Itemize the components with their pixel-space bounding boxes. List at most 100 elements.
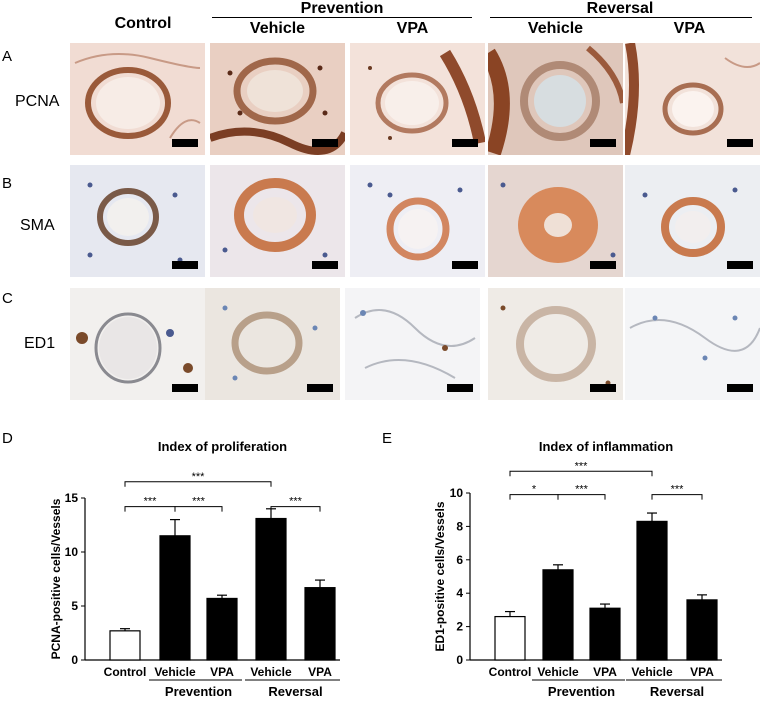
y-tick-label: 8 bbox=[456, 519, 463, 533]
significance-bracket-label: *** bbox=[289, 496, 303, 508]
y-axis-label: PCNA-positive cells/Vessels bbox=[49, 498, 63, 659]
panel-label-d: D bbox=[2, 430, 13, 447]
significance-bracket-label: *** bbox=[144, 496, 158, 508]
significance-bracket bbox=[651, 494, 703, 500]
column-header-vehicle-prevention: Vehicle bbox=[249, 20, 306, 37]
significance-bracket-label: *** bbox=[192, 471, 206, 483]
scale-bar bbox=[312, 261, 338, 269]
micrograph-pcna-vehicle-reversal bbox=[488, 43, 623, 155]
significance-bracket-label: *** bbox=[671, 484, 685, 496]
bar bbox=[636, 520, 668, 661]
column-header-control: Control bbox=[114, 15, 172, 32]
group-label: Prevention bbox=[548, 684, 615, 699]
y-tick-label: 4 bbox=[456, 586, 463, 600]
micrograph-ed1-vpa-reversal-image bbox=[629, 315, 760, 361]
micrograph-pcna-vpa-reversal-image bbox=[625, 43, 760, 155]
micrograph-pcna-control bbox=[70, 43, 205, 155]
micrograph-ed1-vehicle-prevention-image bbox=[222, 305, 318, 381]
significance-bracket-label: *** bbox=[192, 496, 206, 508]
row-label-ed1: ED1 bbox=[24, 335, 56, 352]
significance-bracket-label: *** bbox=[575, 460, 589, 472]
x-tick-label: VPA bbox=[308, 665, 332, 679]
micrograph-ed1-vehicle-reversal-image bbox=[500, 305, 611, 386]
significance-bracket bbox=[124, 481, 272, 487]
micrograph-sma-control bbox=[70, 165, 205, 277]
micrograph-sma-vpa-reversal bbox=[625, 165, 760, 277]
scale-bar bbox=[172, 384, 198, 392]
y-tick-label: 10 bbox=[65, 545, 79, 559]
micrograph-ed1-vehicle-reversal bbox=[488, 288, 623, 400]
chart-inflammation: Index of inflammation ED1-positive cells/… bbox=[433, 439, 722, 699]
micrograph-sma-vehicle-reversal-image bbox=[500, 182, 616, 263]
scale-bar bbox=[727, 139, 753, 147]
row-label-sma: SMA bbox=[20, 217, 55, 234]
micrograph-sma-control-image bbox=[87, 182, 183, 263]
x-tick-label: Control bbox=[104, 665, 147, 679]
micrograph-sma-vpa-prevention-image bbox=[367, 182, 463, 261]
micrograph-pcna-control-image bbox=[74, 53, 201, 139]
scale-bar bbox=[312, 139, 338, 147]
y-tick-label: 10 bbox=[450, 486, 464, 500]
bar bbox=[494, 615, 526, 661]
micrograph-ed1-vpa-prevention-image bbox=[354, 309, 476, 379]
bar bbox=[304, 587, 336, 661]
micrograph-ed1-vpa-prevention bbox=[345, 288, 480, 400]
x-tick-label: VPA bbox=[690, 665, 714, 679]
scale-bar bbox=[727, 384, 753, 392]
panel-label-e: E bbox=[382, 430, 393, 447]
bar bbox=[206, 597, 238, 661]
scale-bar bbox=[727, 261, 753, 269]
chart-proliferation: Index of proliferation PCNA-positive cell… bbox=[49, 439, 340, 699]
bar bbox=[109, 630, 141, 661]
bar bbox=[159, 535, 191, 661]
scale-bar bbox=[447, 384, 473, 392]
bar bbox=[542, 569, 574, 661]
x-tick-label: VPA bbox=[593, 665, 617, 679]
x-tick-label: Vehicle bbox=[537, 665, 579, 679]
micrograph-ed1-vpa-reversal bbox=[625, 288, 760, 400]
micrograph-ed1-control-image bbox=[76, 312, 193, 384]
micrograph-sma-vehicle-reversal bbox=[488, 165, 623, 277]
micrograph-ed1-vehicle-prevention bbox=[205, 288, 340, 400]
scale-bar bbox=[172, 139, 198, 147]
significance-bracket bbox=[270, 506, 321, 512]
y-tick-label: 2 bbox=[456, 620, 463, 634]
scale-bar bbox=[172, 261, 198, 269]
significance-bracket-label: *** bbox=[575, 484, 589, 496]
column-header-vehicle-reversal: Vehicle bbox=[527, 20, 584, 37]
reversal-header-line bbox=[490, 17, 752, 18]
chart-title: Index of inflammation bbox=[539, 439, 673, 454]
y-axis-label: ED1-positive cells/Vessels bbox=[433, 501, 447, 651]
bar bbox=[255, 517, 287, 661]
group-label: Prevention bbox=[165, 684, 232, 699]
y-tick-label: 0 bbox=[456, 653, 463, 667]
x-tick-label: Vehicle bbox=[154, 665, 196, 679]
significance-bracket bbox=[557, 494, 606, 500]
column-header-prevention: Prevention bbox=[300, 0, 384, 17]
x-tick-label: Control bbox=[489, 665, 532, 679]
y-tick-label: 15 bbox=[65, 491, 79, 505]
micrograph-pcna-vpa-reversal bbox=[625, 43, 760, 155]
y-tick-label: 5 bbox=[71, 599, 78, 613]
x-tick-label: Vehicle bbox=[250, 665, 292, 679]
significance-bracket bbox=[509, 470, 653, 477]
column-header-vpa-prevention: VPA bbox=[396, 20, 429, 37]
column-header-vpa-reversal: VPA bbox=[673, 20, 706, 37]
micrograph-sma-vehicle-prevention-image bbox=[222, 178, 328, 258]
scale-bar bbox=[590, 139, 616, 147]
micrograph-pcna-vpa-prevention-image bbox=[368, 49, 485, 145]
prevention-header-line bbox=[212, 17, 472, 18]
bar bbox=[686, 599, 718, 661]
group-label: Reversal bbox=[268, 684, 322, 699]
scale-bar bbox=[307, 384, 333, 392]
micrograph-ed1-control bbox=[70, 288, 205, 400]
micrograph-sma-vpa-reversal-image bbox=[642, 187, 738, 257]
significance-bracket-label: * bbox=[532, 484, 537, 496]
y-tick-label: 6 bbox=[456, 553, 463, 567]
y-tick-label: 0 bbox=[71, 653, 78, 667]
bar bbox=[589, 607, 621, 661]
column-header-reversal: Reversal bbox=[586, 0, 654, 17]
scale-bar bbox=[452, 261, 478, 269]
scale-bar bbox=[590, 384, 616, 392]
micrograph-sma-vehicle-prevention bbox=[210, 165, 345, 277]
